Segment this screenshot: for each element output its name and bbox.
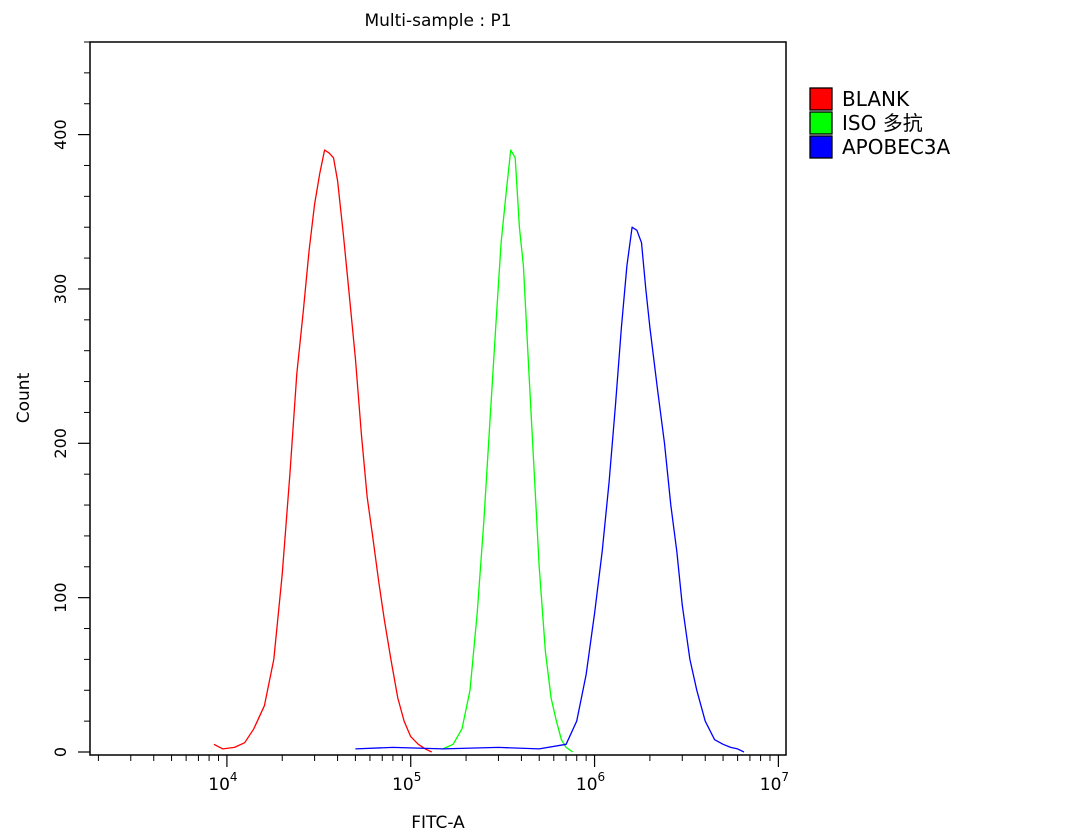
legend-label-2: APOBEC3A [842, 135, 951, 159]
y-tick-label: 400 [51, 119, 70, 150]
y-tick-label: 100 [51, 582, 70, 613]
series-line-1 [442, 149, 574, 753]
legend-label-0: BLANK [842, 87, 910, 111]
legend-swatch-1 [809, 111, 833, 135]
x-tick-label-base: 10 [208, 775, 230, 795]
x-tick-label: 104 [208, 770, 237, 795]
x-tick-label-base: 10 [392, 775, 414, 795]
legend-swatch-0 [809, 87, 833, 111]
legend-label-1: ISO 多抗 [842, 111, 923, 135]
series-line-2 [355, 226, 745, 753]
x-tick-label-exponent: 7 [781, 770, 789, 784]
legend-swatch-2 [809, 135, 833, 159]
y-axis-label: Count [14, 372, 34, 423]
series-line-0 [213, 149, 432, 753]
x-tick-label-base: 10 [760, 775, 782, 795]
x-tick-label-base: 10 [576, 775, 598, 795]
chart-title: Multi-sample : P1 [364, 11, 511, 31]
x-tick-label-exponent: 6 [598, 770, 606, 784]
x-tick-label: 105 [392, 770, 421, 795]
plot-frame [89, 41, 787, 756]
y-tick-label: 200 [51, 428, 70, 459]
y-tick-label: 300 [51, 274, 70, 305]
x-axis-label: FITC-A [411, 813, 465, 833]
x-tick-label-exponent: 5 [414, 770, 422, 784]
x-tick-label: 107 [760, 770, 789, 795]
x-tick-label-exponent: 4 [230, 770, 238, 784]
x-tick-label: 106 [576, 770, 605, 795]
y-tick-label: 0 [51, 747, 70, 757]
